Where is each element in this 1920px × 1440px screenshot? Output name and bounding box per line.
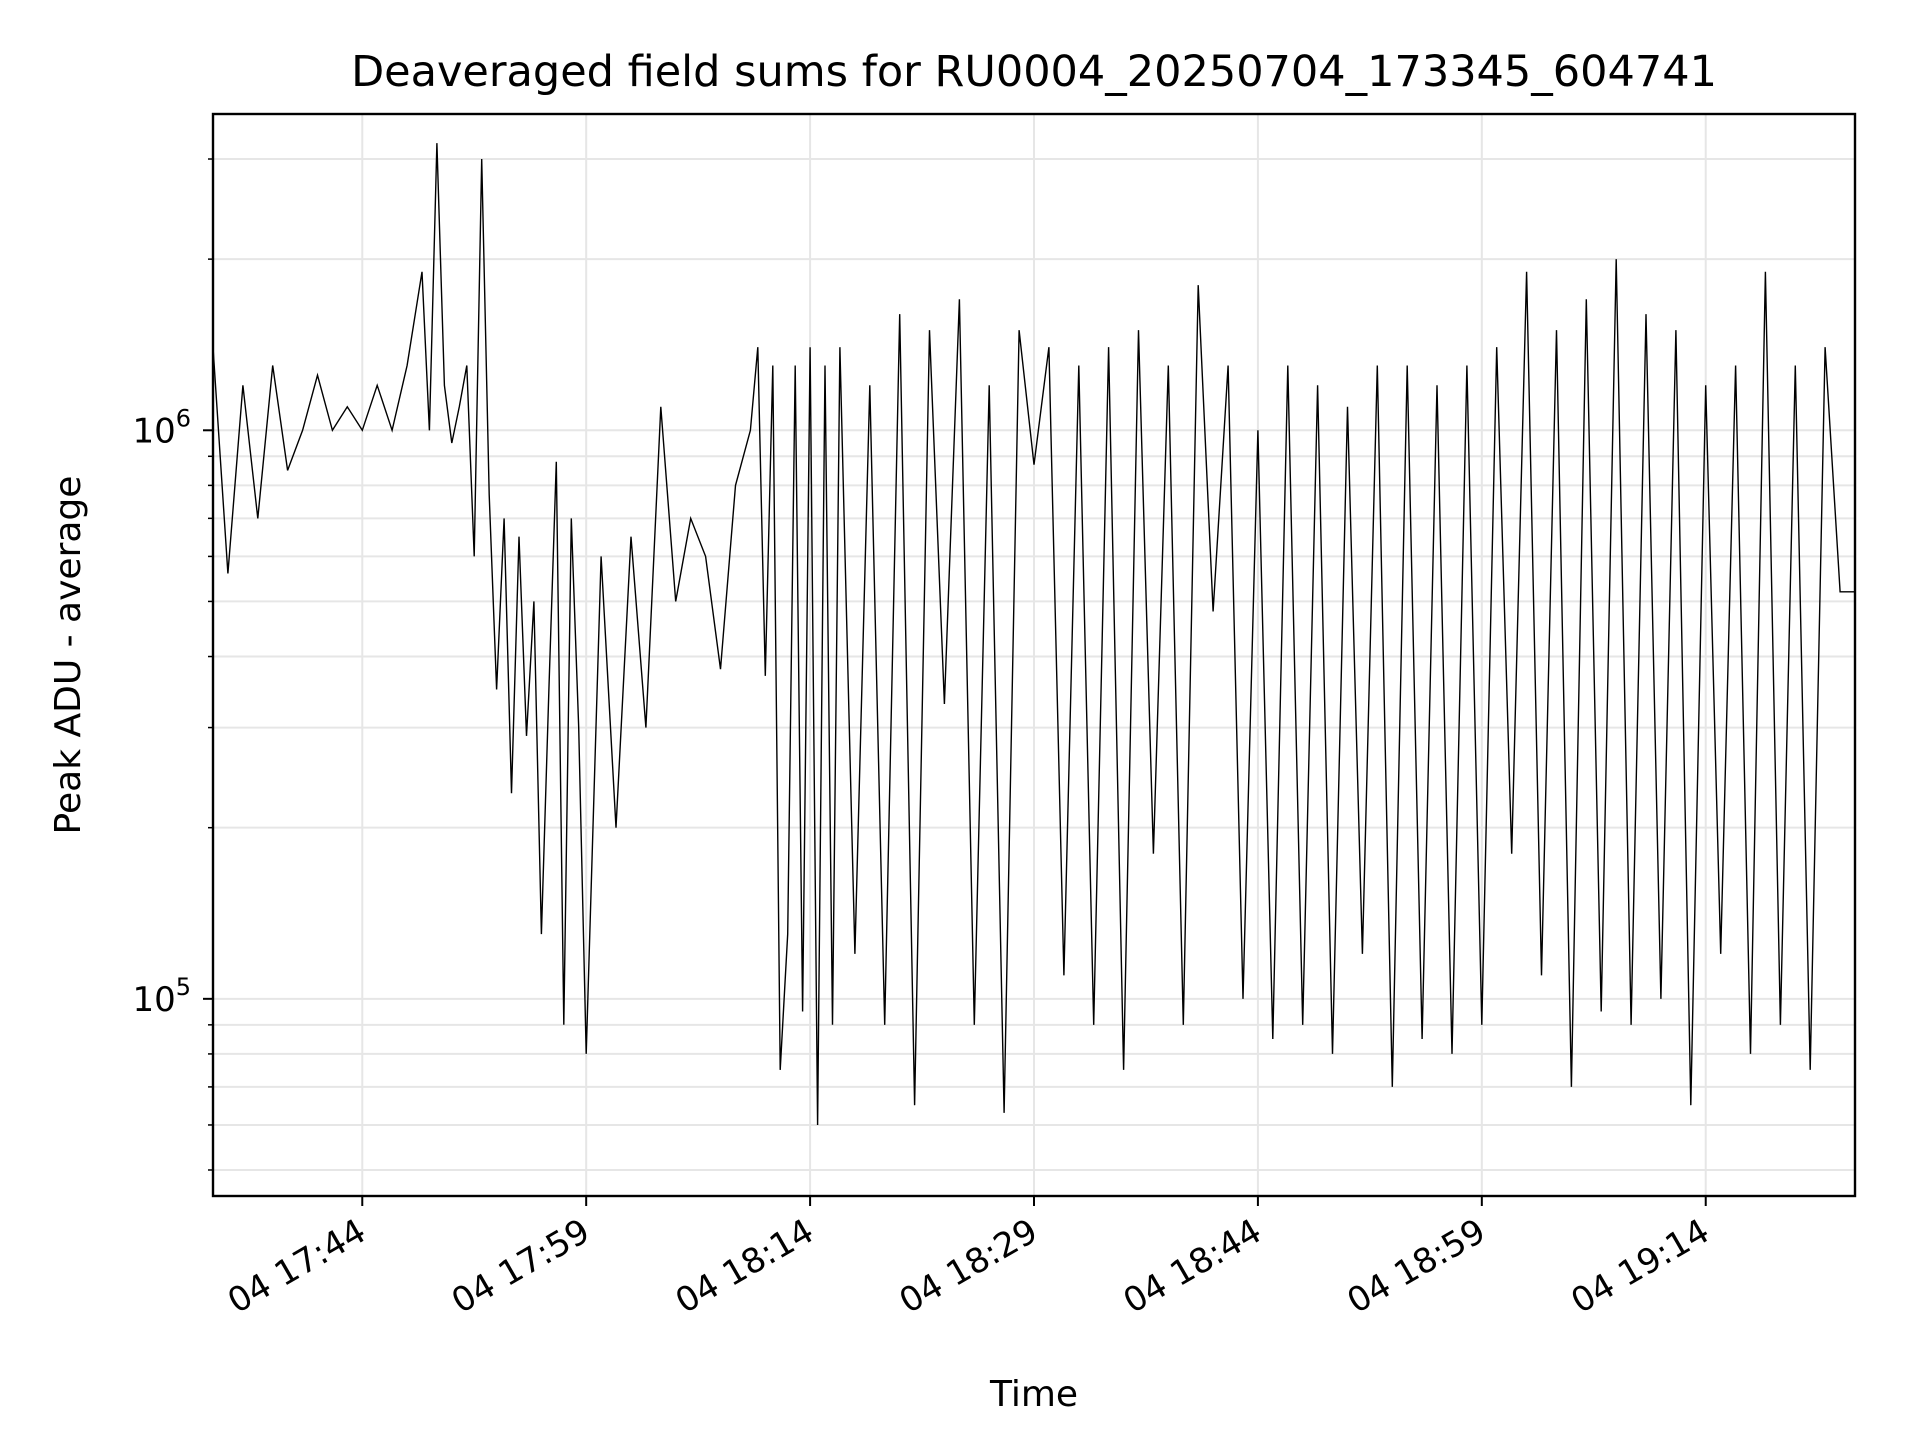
y-tick-label: 105 [132, 973, 191, 1020]
y-axis-label: Peak ADU - average [48, 476, 89, 835]
series-line [212, 143, 1855, 1126]
y-tick-base: 10 [132, 411, 175, 451]
chart-title: Deaveraged field sums for RU0004_2025070… [351, 47, 1717, 97]
y-tick-exponent: 6 [176, 404, 191, 432]
y-tick-exponent: 5 [176, 973, 191, 1001]
x-axis-label: Time [989, 1374, 1078, 1415]
y-tick-label: 106 [132, 404, 191, 451]
ticks [203, 158, 1707, 1206]
y-tick-base: 10 [132, 980, 175, 1020]
series-layer [212, 143, 1855, 1126]
